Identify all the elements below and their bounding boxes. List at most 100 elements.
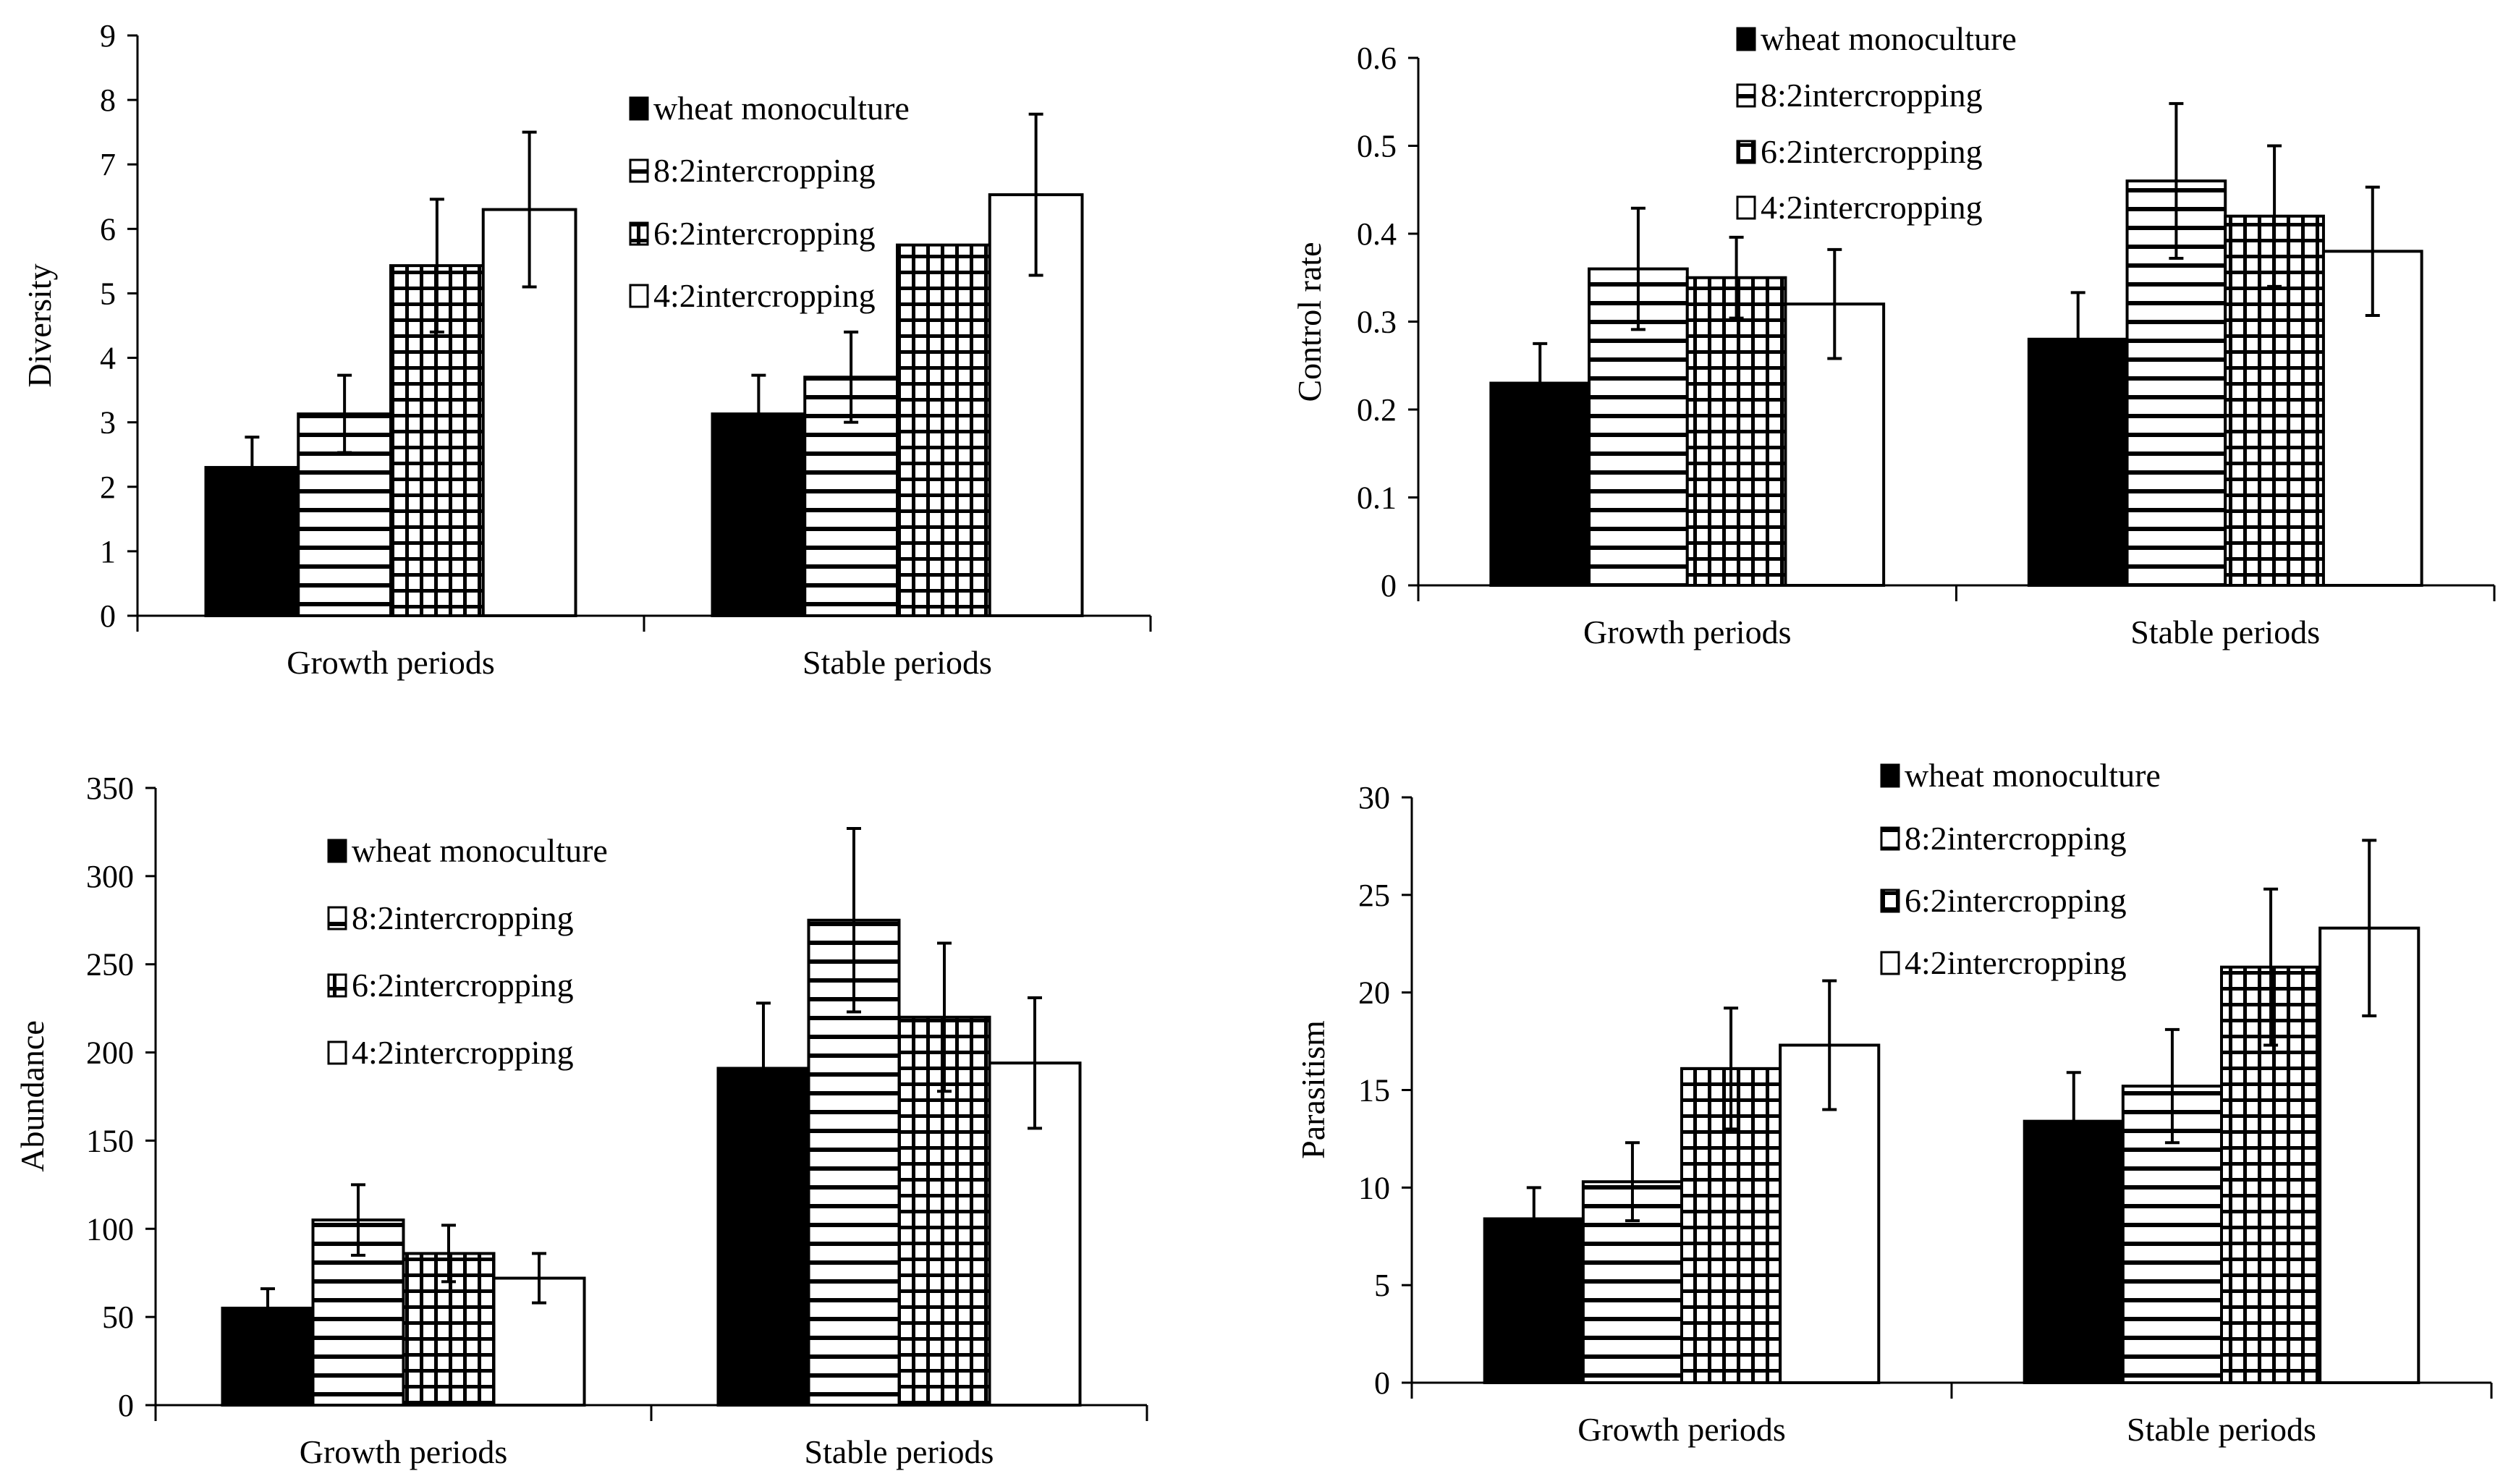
error-bar <box>2070 291 2085 388</box>
legend-swatch <box>327 973 347 998</box>
legend-label: 8:2intercropping <box>653 152 876 189</box>
x-tick-label: Growth periods <box>1583 614 1791 650</box>
y-tick-label: 300 <box>86 859 134 894</box>
legend-swatch <box>629 284 649 308</box>
y-tick-label: 5 <box>1374 1268 1390 1303</box>
legend-label: wheat monoculture <box>352 832 608 869</box>
error-bar <box>260 1287 275 1329</box>
legend: wheat monoculture 8:2intercropping 6:2inte… <box>629 90 910 314</box>
y-tick-label: 3 <box>100 405 116 441</box>
error-bar <box>1625 1141 1640 1223</box>
y-tick-label: 15 <box>1358 1073 1390 1108</box>
legend-label: 4:2intercropping <box>352 1034 574 1071</box>
legend-swatch <box>1880 951 1900 975</box>
y-tick-label: 1 <box>100 534 116 569</box>
legend-swatch <box>1736 27 1756 51</box>
error-bar <box>350 1183 365 1257</box>
y-tick-label: 0.6 <box>1357 41 1397 76</box>
error-bar <box>844 330 859 424</box>
error-bar <box>2365 185 2380 317</box>
y-tick-label: 2 <box>100 470 116 505</box>
error-bar <box>2263 887 2279 1047</box>
y-axis-label: Abundance <box>14 1020 51 1171</box>
error-bar <box>1724 1006 1739 1131</box>
legend-label: 6:2intercropping <box>352 967 574 1004</box>
chart-panel-1: 0 1 2 3 4 5 6 7 8 9 Diversity Growth periods Stable … <box>21 18 1152 681</box>
y-tick-label: 0.3 <box>1357 305 1397 340</box>
y-tick-label: 9 <box>100 18 116 54</box>
y-tick-label: 0 <box>1374 1365 1390 1401</box>
legend-label: 8:2intercropping <box>352 899 574 936</box>
bar-3-1 <box>1685 276 1787 587</box>
legend: wheat monoculture 8:2intercropping 6:2inte… <box>327 832 608 1071</box>
y-axis-label: Control rate <box>1291 242 1328 402</box>
error-bar <box>1526 1186 1541 1252</box>
legend: wheat monoculture 8:2intercropping 6:2inte… <box>1736 20 2017 226</box>
error-bar <box>2164 1027 2180 1145</box>
error-bar <box>2267 144 2282 288</box>
chart-panel-3: 0 50 100 150 200 250 300 350 Abundance Growth per… <box>14 771 1148 1470</box>
y-tick-label: 200 <box>86 1035 134 1071</box>
legend-swatch <box>629 96 649 121</box>
x-tick-label: Stable periods <box>805 1433 994 1470</box>
y-tick-label: 7 <box>100 147 116 182</box>
y-tick-label: 250 <box>86 947 134 983</box>
error-bar <box>1630 206 1646 331</box>
y-tick-label: 0 <box>100 598 116 634</box>
legend-swatch <box>327 1040 347 1065</box>
error-bar <box>846 827 861 1014</box>
y-tick-label: 25 <box>1358 878 1390 913</box>
legend-swatch <box>1880 826 1900 851</box>
error-bar <box>1827 247 1842 360</box>
error-bar <box>2362 839 2377 1018</box>
legend-label: 4:2intercropping <box>1905 944 2127 981</box>
y-tick-label: 6 <box>100 211 116 247</box>
x-tick-label: Stable periods <box>2130 614 2320 650</box>
legend-swatch <box>1880 763 1900 788</box>
legend-label: 6:2intercropping <box>1761 133 1983 170</box>
x-tick-label: Growth periods <box>1577 1411 1785 1448</box>
legend-label: 8:2intercropping <box>1905 820 2127 857</box>
error-bar <box>429 198 444 334</box>
legend-swatch <box>1880 889 1900 913</box>
y-tick-label: 0.5 <box>1357 129 1397 164</box>
error-bar <box>441 1224 457 1284</box>
legend-label: 4:2intercropping <box>1761 189 1983 226</box>
y-axis-label: Parasitism <box>1295 1020 1331 1159</box>
y-tick-label: 0.4 <box>1357 216 1397 252</box>
y-tick-label: 5 <box>100 276 116 311</box>
x-tick-label: Stable periods <box>802 644 992 681</box>
legend-swatch <box>1736 83 1756 108</box>
error-bar <box>1028 112 1043 277</box>
error-bar <box>1729 235 1744 320</box>
bar-3-2 <box>896 243 991 618</box>
y-tick-label: 20 <box>1358 975 1390 1011</box>
legend-swatch <box>629 158 649 183</box>
legend-label: 6:2intercropping <box>1905 882 2127 919</box>
y-tick-label: 4 <box>100 341 116 376</box>
y-tick-label: 50 <box>102 1299 134 1335</box>
x-tick-label: Stable periods <box>2127 1411 2316 1448</box>
error-bar <box>755 1001 771 1135</box>
legend-swatch <box>327 839 347 863</box>
legend-label: 4:2intercropping <box>653 277 876 314</box>
legend-label: 8:2intercropping <box>1761 77 1983 114</box>
chart-panel-4: 0 5 10 15 20 25 30 Parasitism Growth periods Stab… <box>1295 757 2493 1448</box>
error-bar <box>2169 102 2184 260</box>
legend-label: wheat monoculture <box>1905 757 2161 794</box>
legend-label: 6:2intercropping <box>653 215 876 252</box>
y-tick-label: 150 <box>86 1123 134 1158</box>
chart-panel-2: 0 0.1 0.2 0.3 0.4 0.5 0.6 Control rate Growth pe… <box>1291 20 2496 650</box>
error-bar <box>522 130 537 289</box>
legend: wheat monoculture 8:2intercropping 6:2inte… <box>1880 757 2161 981</box>
y-tick-label: 0.1 <box>1357 480 1397 516</box>
error-bar <box>337 373 352 454</box>
y-tick-label: 8 <box>100 82 116 118</box>
legend-swatch <box>1736 140 1756 164</box>
legend-swatch <box>327 906 347 930</box>
error-bar <box>1533 342 1548 425</box>
x-tick-label: Growth periods <box>287 644 494 681</box>
error-bar <box>751 373 766 454</box>
legend-swatch <box>629 221 649 246</box>
